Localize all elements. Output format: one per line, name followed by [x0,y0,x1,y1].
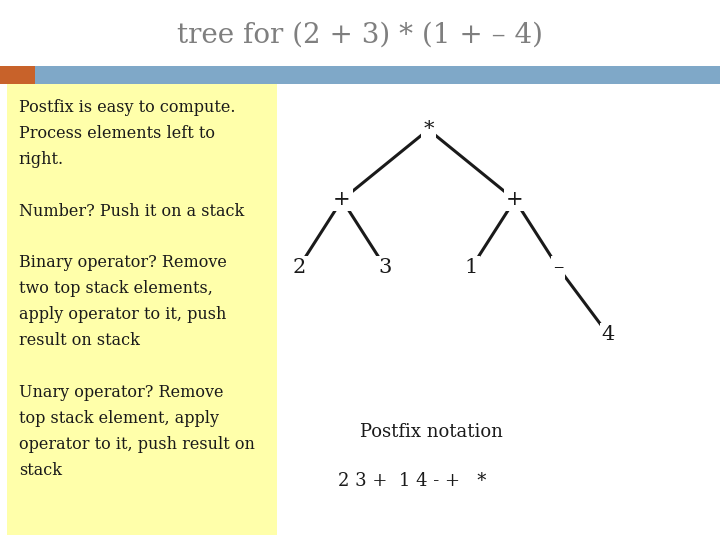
Text: 1: 1 [465,258,478,277]
Text: operator to it, push result on: operator to it, push result on [19,436,255,453]
Text: Binary operator? Remove: Binary operator? Remove [19,254,227,271]
Text: *: * [423,120,433,139]
Text: tree for (2 + 3) * (1 + – 4): tree for (2 + 3) * (1 + – 4) [177,22,543,49]
Text: top stack element, apply: top stack element, apply [19,410,219,427]
Text: 2: 2 [292,258,305,277]
Text: 4: 4 [602,325,615,345]
FancyBboxPatch shape [35,66,720,84]
Text: +: + [333,190,351,210]
Text: Postfix notation: Postfix notation [360,423,503,441]
FancyBboxPatch shape [7,84,277,535]
Text: right.: right. [19,151,64,167]
FancyBboxPatch shape [0,66,35,84]
Text: stack: stack [19,462,62,478]
Text: –: – [553,258,563,277]
Text: two top stack elements,: two top stack elements, [19,280,212,297]
Text: Number? Push it on a stack: Number? Push it on a stack [19,202,244,219]
Text: apply operator to it, push: apply operator to it, push [19,306,226,323]
Text: Postfix is easy to compute.: Postfix is easy to compute. [19,99,235,116]
Text: Process elements left to: Process elements left to [19,125,215,141]
Text: Unary operator? Remove: Unary operator? Remove [19,384,223,401]
Text: 3: 3 [379,258,392,277]
Text: 2 3 +  1 4 - +   *: 2 3 + 1 4 - + * [338,471,487,490]
Text: +: + [506,190,523,210]
Text: result on stack: result on stack [19,332,140,349]
